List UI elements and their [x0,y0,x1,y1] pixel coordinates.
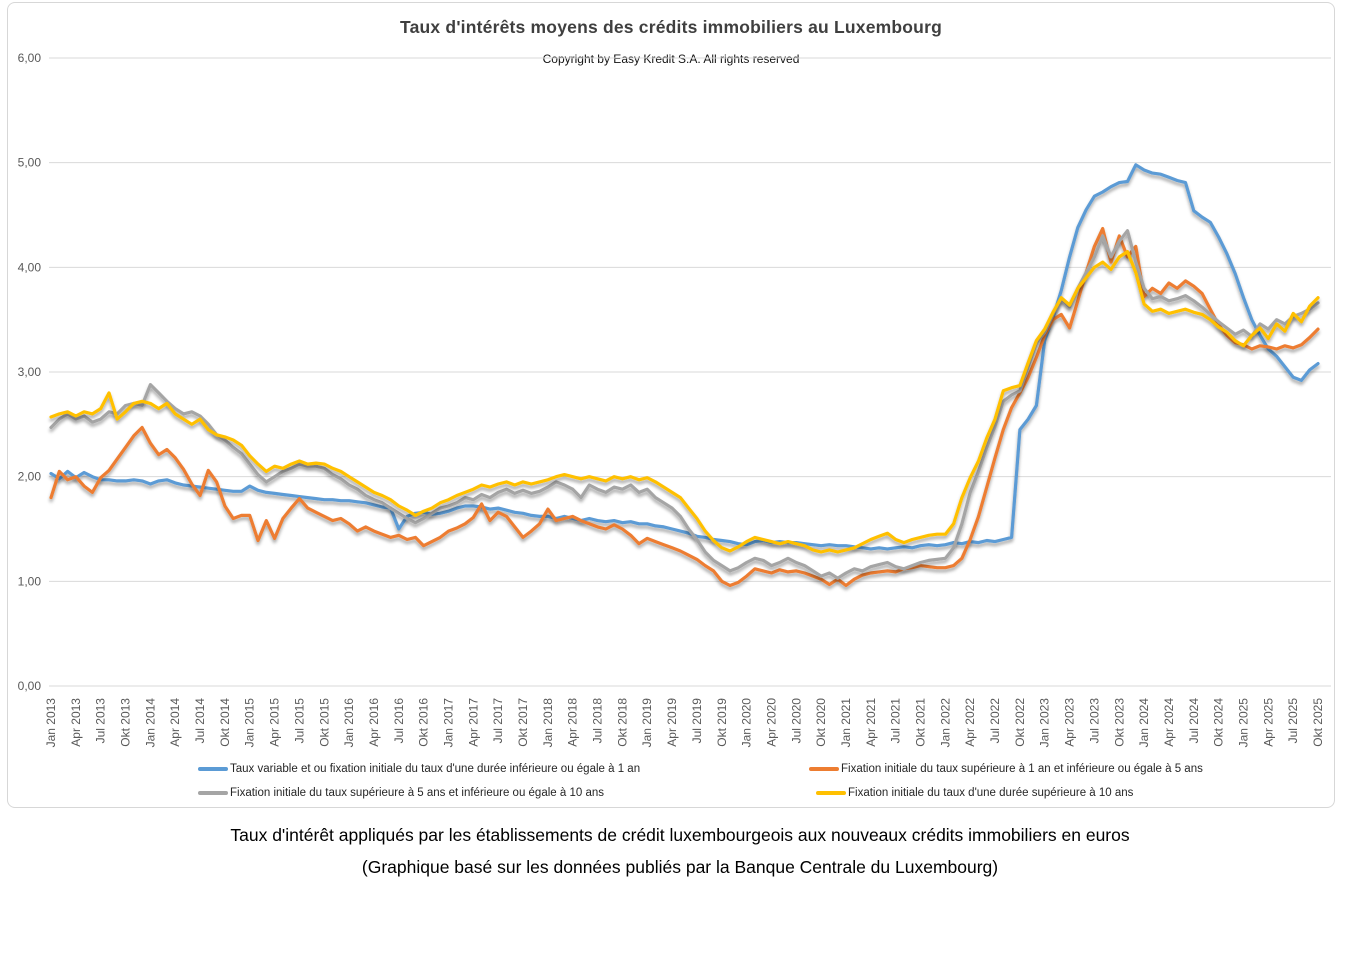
x-tick-label: Apr 2018 [566,698,580,747]
x-tick-label: Apr 2021 [864,698,878,747]
caption-line-2: (Graphique basé sur les données publiés … [361,857,999,877]
y-tick-label: 5,00 [18,156,42,170]
x-tick-label: Apr 2023 [1063,698,1077,747]
x-tick-label: Jul 2021 [889,698,903,744]
legend-item-taux-variable-1an: Taux variable et ou fixation initiale du… [198,763,640,775]
x-tick-label: Apr 2016 [367,698,381,747]
x-tick-label: Jan 2019 [640,698,654,748]
chart-title: Taux d'intérêts moyens des crédits immob… [400,17,942,37]
x-tick-label: Jul 2014 [193,698,207,744]
y-tick-label: 6,00 [18,51,42,65]
x-tick-label: Jan 2022 [938,698,952,748]
legend-marker-yellow [816,791,846,795]
x-tick-label: Okt 2021 [914,698,928,747]
x-tick-label: Jul 2025 [1286,698,1300,744]
x-tick-label: Jan 2018 [541,698,555,748]
x-tick-label: Okt 2017 [516,698,530,747]
series-line-0 [49,163,1320,551]
x-tick-label: Okt 2014 [218,698,232,747]
y-tick-label: 3,00 [18,365,42,379]
x-tick-label: Apr 2022 [963,698,977,747]
x-tick-label: Jul 2016 [392,698,406,744]
y-tick-label: 2,00 [18,470,42,484]
x-tick-label: Jan 2025 [1236,698,1250,748]
x-tick-label: Jul 2015 [292,698,306,744]
x-tick-label: Apr 2017 [466,698,480,747]
x-tick-label: Jul 2022 [988,698,1002,744]
legend-marker-gray [198,791,228,795]
x-tick-label: Jan 2024 [1137,698,1151,748]
x-tick-label: Apr 2014 [168,698,182,747]
x-tick-label: Jul 2023 [1087,698,1101,744]
x-tick-label: Jan 2013 [44,698,58,748]
x-tick-label: Okt 2023 [1112,698,1126,747]
legend-marker-orange [809,767,839,771]
x-tick-label: Apr 2020 [764,698,778,747]
y-tick-label: 4,00 [18,260,42,274]
x-tick-label: Jul 2013 [94,698,108,744]
x-tick-label: Apr 2015 [268,698,282,747]
legend-item-fixation-10ans-plus: Fixation initiale du taux d'une durée su… [816,787,1133,799]
legend-label: Fixation initiale du taux supérieure à 1… [841,763,1203,775]
x-tick-label: Jan 2017 [441,698,455,748]
x-tick-label: Jul 2019 [690,698,704,744]
y-tick-label: 1,00 [18,574,42,588]
legend-item-fixation-5-10ans: Fixation initiale du taux supérieure à 5… [198,787,604,799]
chart-subtitle: Copyright by Easy Kredit S.A. All rights… [542,52,800,66]
x-tick-label: Jan 2020 [740,698,754,748]
y-tick-label: 0,00 [18,679,42,693]
x-tick-label: Jan 2023 [1038,698,1052,748]
x-tick-label: Apr 2013 [69,698,83,747]
x-tick-label: Jul 2017 [491,698,505,744]
legend-marker-blue [198,767,228,771]
legend-label: Fixation initiale du taux supérieure à 5… [230,787,604,799]
x-tick-label: Okt 2025 [1311,698,1325,747]
legend-label: Taux variable et ou fixation initiale du… [230,763,641,775]
x-tick-label: Okt 2020 [814,698,828,747]
x-tick-label: Okt 2022 [1013,698,1027,747]
x-tick-label: Apr 2024 [1162,698,1176,747]
x-tick-label: Okt 2024 [1212,698,1226,747]
x-tick-label: Okt 2018 [615,698,629,747]
series-line-2 [49,229,1320,580]
legend-label: Fixation initiale du taux d'une durée su… [848,787,1134,799]
legend-item-fixation-1-5ans: Fixation initiale du taux supérieure à 1… [809,763,1203,775]
x-tick-label: Jul 2018 [591,698,605,744]
series-line-3 [49,250,1320,554]
x-tick-label: Jul 2024 [1187,698,1201,744]
line-chart-plot-area: 0,00 1,00 2,00 3,00 4,00 5,00 6,00 Jan 2013 Apr … [18,51,1331,748]
x-tick-label: Jan 2015 [243,698,257,748]
x-tick-label: Okt 2015 [317,698,331,747]
chart-container: Taux d'intérêts moyens des crédits immob… [7,2,1335,808]
x-tick-label: Jan 2014 [143,698,157,748]
x-tick-label: Apr 2025 [1261,698,1275,747]
x-tick-label: Okt 2019 [715,698,729,747]
caption-line-1: Taux d'intérêt appliqués par les établis… [230,825,1130,845]
x-tick-label: Apr 2019 [665,698,679,747]
x-tick-label: Jul 2020 [789,698,803,744]
x-tick-label: Jan 2016 [342,698,356,748]
x-tick-label: Jan 2021 [839,698,853,748]
x-tick-label: Okt 2013 [119,698,133,747]
x-tick-label: Okt 2016 [417,698,431,747]
